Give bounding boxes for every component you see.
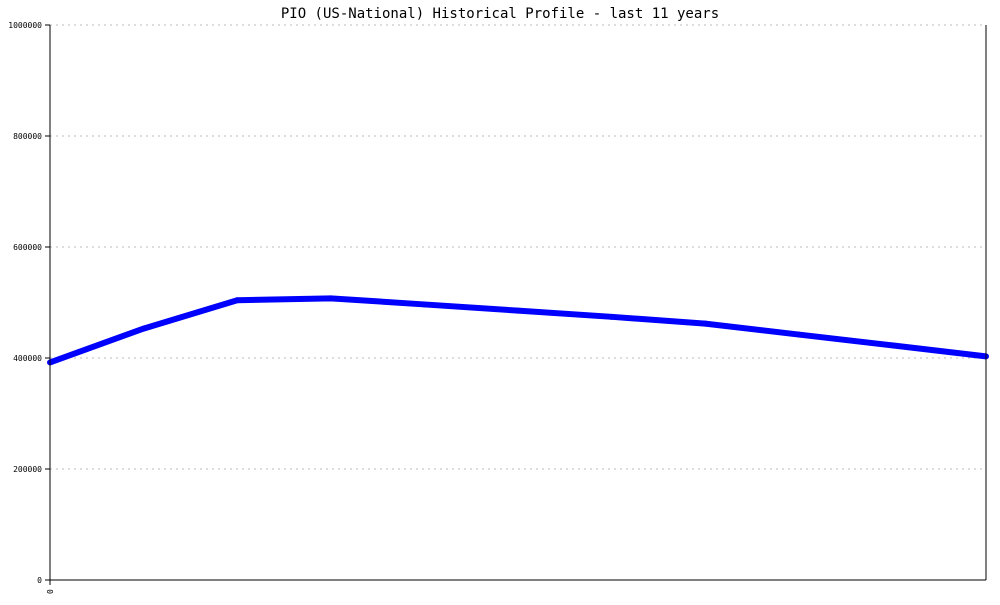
x-tick-label: 0 [46, 589, 55, 594]
data-point [234, 297, 241, 304]
data-point [140, 325, 147, 332]
data-point [515, 307, 521, 314]
chart-title: PIO (US-National) Historical Profile - l… [281, 6, 719, 22]
data-point [702, 320, 709, 327]
y-tick-label: 0 [37, 576, 42, 585]
data-point [889, 342, 896, 349]
data-point [795, 331, 802, 338]
y-tick-label: 800000 [13, 132, 42, 141]
y-tick-label: 1000000 [8, 21, 42, 30]
y-tick-label: 400000 [13, 354, 42, 363]
data-point [327, 295, 334, 302]
data-point [608, 313, 615, 320]
y-tick-label: 600000 [13, 243, 42, 252]
y-tick-label: 200000 [13, 465, 42, 474]
data-point [421, 301, 428, 308]
